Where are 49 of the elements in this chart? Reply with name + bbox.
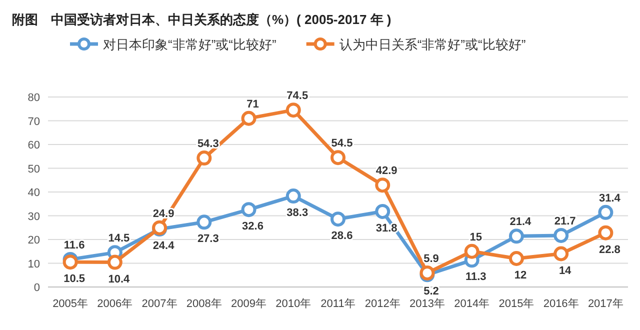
- data-label: 5.9: [424, 252, 439, 265]
- x-tick-label: 2006年: [97, 298, 133, 310]
- x-tick-label: 2015年: [498, 298, 534, 310]
- data-label: 12: [514, 270, 527, 282]
- y-tick-label: 40: [28, 187, 40, 199]
- y-tick-label: 20: [28, 234, 40, 246]
- data-label: 24.4: [152, 240, 176, 252]
- data-label: 21.4: [510, 216, 532, 228]
- data-label: 5.2: [424, 286, 439, 298]
- x-tick-label: 2008年: [186, 298, 222, 310]
- data-label: 42.9: [376, 165, 398, 178]
- data-label: 22.8: [598, 244, 620, 256]
- data-label: 38.3: [286, 207, 308, 220]
- x-tick-label: 2013年: [409, 298, 445, 310]
- x-tick-label: 2009年: [231, 298, 267, 310]
- y-tick-label: 60: [28, 140, 40, 152]
- data-label: 10.4: [108, 273, 131, 286]
- data-label: 28.6: [331, 230, 353, 242]
- data-label: 14: [558, 264, 572, 277]
- chart-title: 附图 中国受访者对日本、中日关系的态度（%）( 2005-2017 年 ): [12, 12, 392, 27]
- y-tick-label: 80: [28, 92, 40, 104]
- data-label: 10.5: [64, 273, 86, 286]
- y-tick-label: 70: [28, 116, 40, 128]
- data-label: 54.3: [197, 138, 219, 150]
- x-tick-label: 2012年: [364, 298, 400, 310]
- x-tick-label: 2016年: [543, 298, 579, 310]
- y-tick-label: 10: [28, 258, 40, 270]
- legend-label: 认为中日关系“非常好”或“比较好”: [339, 37, 526, 52]
- data-label: 31.4: [598, 192, 622, 204]
- data-label: 11.6: [64, 239, 85, 252]
- data-label: 71: [246, 98, 259, 110]
- y-tick-label: 30: [28, 210, 40, 223]
- data-label: 54.5: [331, 138, 353, 150]
- x-tick-label: 2014年: [454, 298, 490, 310]
- x-tick-label: 2005年: [52, 298, 88, 310]
- data-label: 15: [470, 231, 482, 244]
- data-label: 27.3: [197, 233, 219, 246]
- data-label: 11.3: [465, 271, 486, 284]
- x-tick-label: 2007年: [142, 298, 178, 310]
- data-label: 21.7: [554, 215, 576, 228]
- x-tick-label: 2010年: [276, 298, 312, 310]
- x-tick-label: 2017年: [588, 298, 624, 310]
- y-tick-label: 50: [28, 163, 40, 176]
- x-tick-label: 2011年: [320, 298, 356, 310]
- data-label: 32.6: [242, 220, 264, 233]
- y-tick-label: 0: [34, 282, 40, 294]
- data-label: 74.5: [286, 90, 308, 102]
- legend-label: 对日本印象“非常好”或“比较好”: [103, 37, 276, 52]
- data-label: 14.5: [108, 232, 130, 245]
